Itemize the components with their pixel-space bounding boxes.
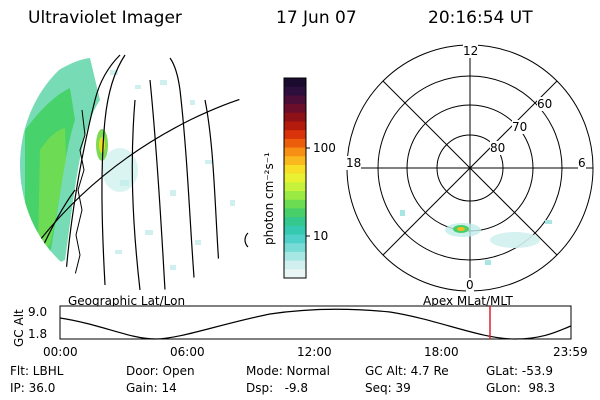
colorbar-strip — [284, 95, 306, 105]
timeline-tick-0000: 00:00 — [43, 345, 78, 359]
colorbar-strip — [284, 147, 306, 157]
colorbar-strip — [284, 78, 306, 88]
colorbar-strip — [284, 269, 306, 279]
colorbar-strip — [284, 173, 306, 183]
colorbar-strip — [284, 164, 306, 175]
colorbar-strip — [284, 225, 306, 236]
colorbar-strip — [284, 208, 306, 218]
colorbar-strip — [284, 130, 306, 140]
mlt-6-label: 6 — [578, 156, 586, 170]
ip-info: IP: 36.0 — [10, 381, 56, 395]
instrument-title: Ultraviolet Imager — [28, 8, 182, 28]
mlt-12-label: 12 — [463, 44, 479, 58]
mlt-0-label: 0 — [466, 278, 474, 292]
timeline-tick-1800: 18:00 — [424, 345, 459, 359]
timeline-tick-2359: 23:59 — [553, 345, 588, 359]
gc-alt-tick-high: 9.0 — [28, 305, 48, 319]
filter-info: Flt: LBHL — [10, 364, 64, 378]
mlt-18-label: 18 — [346, 156, 362, 170]
colorbar-strip — [284, 191, 306, 201]
glat-info: GLat: -53.9 — [486, 364, 553, 378]
colorbar-strip — [284, 104, 306, 114]
seq-info: Seq: 39 — [365, 381, 411, 395]
colorbar-strip — [284, 182, 306, 192]
glon-info: GLon: 98.3 — [486, 381, 556, 395]
mode-info: Mode: Normal — [246, 364, 330, 378]
gain-info: Gain: 14 — [126, 381, 177, 395]
gc-alt-info: GC Alt: 4.7 Re — [365, 364, 449, 378]
colorbar-strip — [284, 112, 306, 122]
time-label: 20:16:54 UT — [428, 8, 533, 28]
colorbar-strip — [284, 251, 306, 262]
colorbar-strip — [284, 121, 306, 131]
geographic-image — [20, 40, 256, 291]
colorbar-strip — [284, 199, 306, 209]
door-info: Door: Open — [126, 364, 195, 378]
colorbar-strip — [284, 260, 306, 270]
altitude-timeline — [59, 305, 572, 340]
colorbar-strip — [284, 217, 306, 227]
mlat-70-label: 70 — [512, 120, 528, 134]
timeline-tick-1200: 12:00 — [297, 345, 332, 359]
gc-alt-tick-low: 1.8 — [28, 327, 48, 341]
colorbar-unit-label: photon cm⁻²s⁻¹ — [262, 152, 276, 245]
dsp-info: Dsp: -9.8 — [246, 381, 309, 395]
gc-alt-ylabel: GC Alt — [12, 309, 26, 347]
colorbar-strip — [284, 138, 306, 149]
colorbar-strip — [284, 243, 306, 253]
timeline-tick-0600: 06:00 — [170, 345, 205, 359]
apex-caption: Apex MLat/MLT — [423, 294, 513, 308]
date-label: 17 Jun 07 — [276, 8, 357, 28]
colorbar-strip — [284, 156, 306, 166]
colorbar — [283, 77, 310, 279]
colorbar-strip — [284, 234, 306, 244]
colorbar-tick-100: 100 — [313, 141, 336, 155]
mlat-60-label: 60 — [537, 97, 553, 111]
colorbar-tick-10: 10 — [313, 229, 329, 243]
mlat-80-label: 80 — [490, 141, 506, 155]
geographic-caption: Geographic Lat/Lon — [68, 294, 186, 308]
polar-plot — [346, 44, 594, 292]
colorbar-strip — [284, 86, 306, 96]
